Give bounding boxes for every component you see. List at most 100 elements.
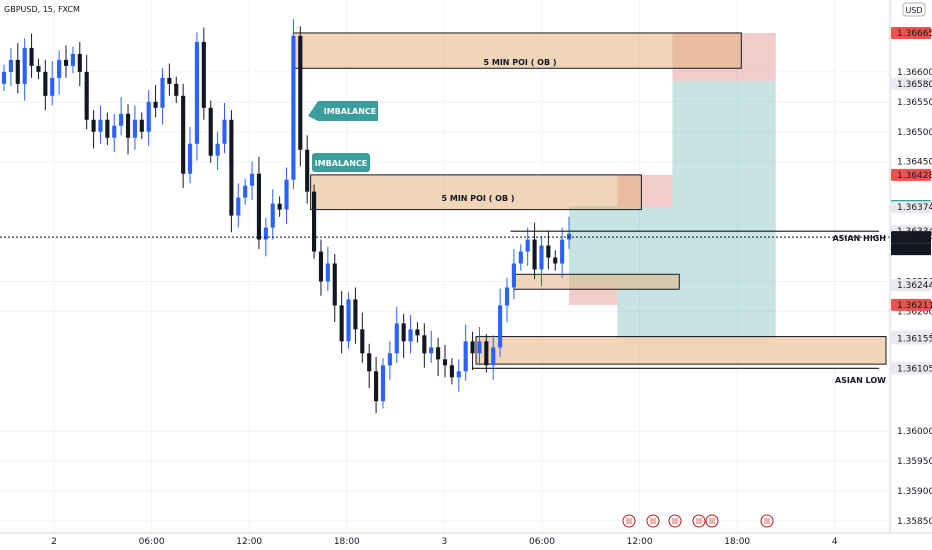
price-tag-label: 1.36105: [897, 364, 932, 374]
candle-body: [160, 77, 165, 108]
candle-body: [98, 119, 103, 132]
price-tick-label: 1.36000: [897, 427, 932, 437]
price-tag-label: 1.36428: [897, 171, 932, 181]
candle-body: [291, 35, 296, 180]
countdown-label: 00:12: [897, 245, 923, 255]
price-tick-label: 1.35850: [897, 517, 932, 527]
candle-body: [408, 329, 413, 342]
candle-body: [456, 371, 461, 378]
imbalance-label: IMBALANCE: [324, 107, 377, 116]
candle-body: [1, 71, 7, 84]
candle-body: [332, 263, 337, 306]
session-levels[interactable]: [472, 230, 880, 369]
candle-body: [325, 263, 330, 282]
price-tag: [891, 168, 931, 181]
candle-body: [187, 143, 193, 174]
event-flag-icon: [692, 514, 706, 528]
price-tag: [891, 279, 931, 292]
candle-body: [77, 53, 82, 72]
candle-body: [215, 143, 220, 156]
event-flag-icon-inner: [626, 518, 632, 524]
price-tag-label: 1.36244: [897, 281, 932, 291]
candle-body: [236, 197, 241, 216]
price-tick-label: 1.36500: [897, 128, 932, 138]
economic-events[interactable]: [622, 514, 774, 528]
candle-body: [132, 119, 137, 138]
candle-body: [346, 299, 351, 342]
candle-body: [256, 173, 262, 240]
candle-body: [518, 251, 523, 264]
candle-body: [401, 323, 406, 342]
countdown-tag: [891, 243, 931, 256]
candle-body: [394, 323, 399, 354]
event-flag-icon-inner: [650, 518, 656, 524]
candle-body: [146, 101, 151, 132]
price-tick-label: 1.36200: [897, 307, 932, 317]
price-tag-label: 1.36155: [897, 334, 932, 344]
candle-body: [318, 251, 324, 282]
candle-body: [367, 353, 372, 372]
asian-low-label: ASIAN LOW: [835, 376, 886, 385]
event-flag-icon-inner: [764, 518, 770, 524]
event-flag-icon-inner: [672, 518, 678, 524]
price-tick-label: 1.36600: [897, 68, 932, 78]
candle-body: [105, 119, 110, 138]
target-zone: [569, 206, 618, 286]
currency-label: USD: [905, 6, 922, 15]
candle-body: [43, 71, 48, 96]
time-tick-label: 06:00: [529, 537, 555, 547]
candle-body: [566, 233, 572, 240]
time-tick-label: 2: [51, 537, 57, 547]
candle-body: [263, 227, 268, 240]
candle-body: [63, 59, 69, 66]
event-flag-icon: [705, 514, 719, 528]
price-tag-label: 1.36665: [897, 29, 932, 39]
candle-body: [249, 173, 255, 186]
candle-body: [539, 245, 544, 270]
candle-body: [70, 53, 75, 66]
candle-body: [511, 263, 516, 288]
currency-button[interactable]: USD: [902, 2, 926, 17]
price-tag: [891, 26, 931, 39]
ob-zone: [310, 174, 642, 211]
imbalance-badge-2[interactable]: IMBALANCE: [312, 153, 370, 172]
price-tag: [891, 201, 931, 214]
price-axis[interactable]: 1.366001.365501.365001.364501.362501.362…: [891, 26, 932, 527]
candle-body: [360, 329, 365, 354]
candle-body: [222, 119, 227, 144]
candle-body: [229, 119, 234, 216]
candle-body: [284, 179, 289, 210]
event-flag-icon: [622, 514, 636, 528]
stop-zone: [569, 285, 618, 305]
candle-body: [525, 239, 530, 252]
candle-body: [449, 365, 454, 378]
price-tick-label: 1.36450: [897, 158, 932, 168]
candle-body: [484, 341, 489, 366]
time-tick-label: 18:00: [724, 537, 750, 547]
candle-body: [504, 287, 510, 306]
event-flag-icon: [668, 514, 682, 528]
price-tag-label: 1.36211: [897, 301, 932, 311]
price-tag: [891, 332, 931, 345]
event-flag-icon: [760, 514, 774, 528]
candle-body: [208, 107, 213, 156]
candle-body: [277, 203, 282, 210]
candle-body: [339, 305, 344, 342]
event-flag-icon: [646, 514, 660, 528]
candle-body: [477, 341, 482, 354]
candle-body: [546, 245, 551, 258]
imbalance-badge-1[interactable]: IMBALANCE: [308, 101, 378, 121]
candle-body: [174, 83, 179, 96]
candle-body: [491, 347, 496, 366]
candle-body: [167, 77, 172, 84]
candle-body: [422, 335, 427, 354]
candle-body: [312, 191, 317, 252]
price-tag-label: 1.36324: [897, 233, 932, 243]
time-axis[interactable]: 2 06:00 12:00 18:00 3 06:00 12:00 18:00 4: [51, 537, 838, 547]
candle-body: [436, 347, 441, 360]
price-tag-label: 1.36374: [897, 203, 932, 213]
candle-body: [553, 257, 558, 264]
time-tick-label: 3: [442, 537, 448, 547]
